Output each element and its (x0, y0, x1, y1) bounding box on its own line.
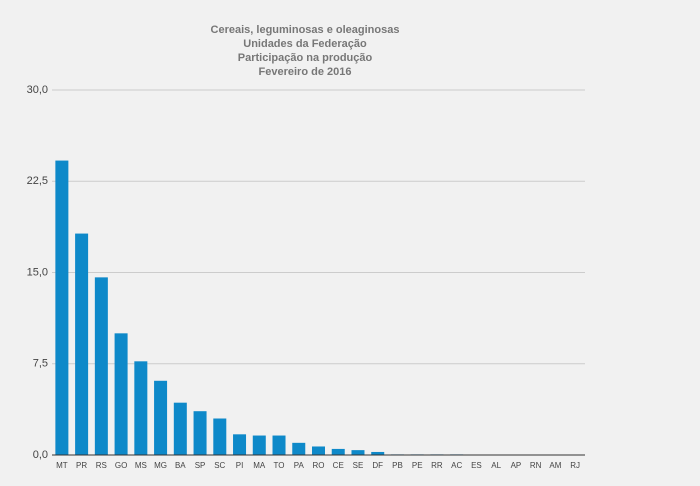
x-tick-label: RS (96, 461, 107, 470)
x-tick-label: MT (56, 461, 68, 470)
bar (233, 434, 247, 455)
chart-subtitle: Unidades da Federação (243, 38, 367, 50)
bar (114, 333, 128, 455)
x-tick-label: MS (135, 461, 147, 470)
y-tick-label: 22,5 (27, 175, 48, 187)
x-tick-label: RN (530, 461, 542, 470)
x-tick-label: MG (154, 461, 167, 470)
bar (173, 402, 187, 455)
y-tick-label: 15,0 (27, 266, 48, 278)
bar (154, 380, 168, 455)
y-tick-label: 30,0 (27, 84, 48, 96)
x-tick-label: AP (511, 461, 522, 470)
x-tick-label: MA (253, 461, 266, 470)
x-tick-label: ES (471, 461, 482, 470)
x-tick-label: BA (175, 461, 186, 470)
chart-subtitle: Fevereiro de 2016 (259, 66, 352, 78)
x-tick-label: GO (115, 461, 127, 470)
chart-title: Cereais, leguminosas e oleaginosas (211, 24, 400, 36)
x-tick-label: AC (451, 461, 462, 470)
bar (75, 233, 89, 455)
bar (272, 435, 286, 455)
x-tick-label: SE (353, 461, 364, 470)
x-tick-label: AL (491, 461, 501, 470)
x-tick-label: PR (76, 461, 87, 470)
bar (134, 361, 148, 455)
bar (193, 411, 207, 455)
x-tick-label: RO (313, 461, 325, 470)
x-tick-label: TO (274, 461, 285, 470)
x-tick-label: RR (431, 461, 443, 470)
x-tick-label: RJ (570, 461, 580, 470)
x-tick-label: PI (236, 461, 244, 470)
x-tick-label: SC (214, 461, 225, 470)
x-tick-label: PA (294, 461, 305, 470)
bar (213, 418, 227, 455)
bar (292, 442, 306, 455)
bar (312, 446, 325, 455)
bar (351, 450, 365, 455)
y-tick-label: 0,0 (33, 449, 48, 461)
x-tick-label: PE (412, 461, 423, 470)
bar (94, 277, 108, 455)
x-tick-label: PB (392, 461, 403, 470)
bar (371, 451, 385, 455)
x-tick-label: SP (195, 461, 206, 470)
x-tick-label: AM (549, 461, 561, 470)
chart-subtitle: Participação na produção (238, 52, 373, 64)
y-tick-label: 7,5 (33, 358, 48, 370)
bar (55, 160, 69, 456)
bar (252, 435, 266, 455)
x-tick-label: CE (333, 461, 344, 470)
bar (331, 448, 345, 455)
x-tick-label: DF (372, 461, 383, 470)
